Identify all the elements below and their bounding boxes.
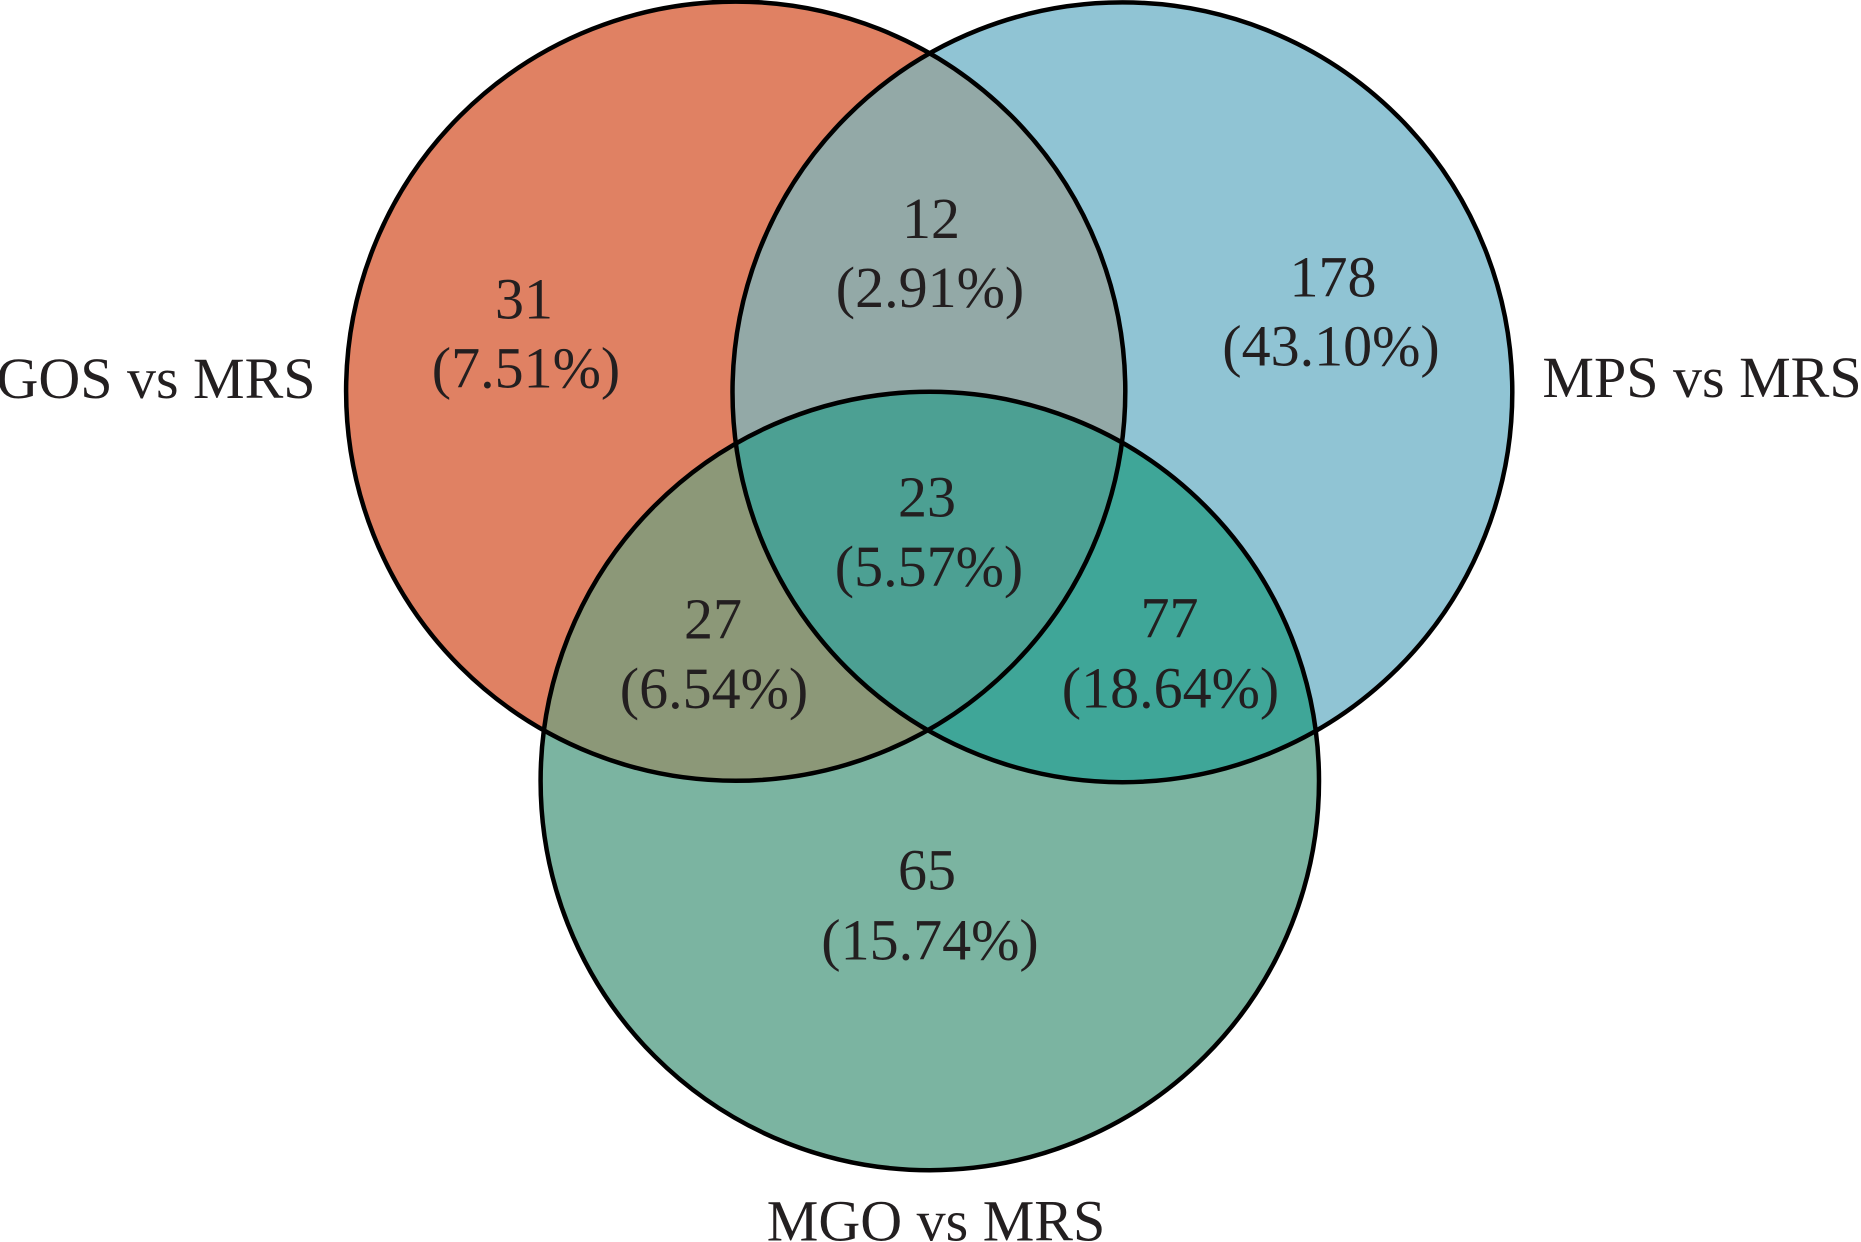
svg-text:65: 65: [898, 838, 956, 903]
svg-text:(7.51%): (7.51%): [432, 336, 620, 401]
svg-text:12: 12: [902, 186, 960, 251]
svg-text:(5.57%): (5.57%): [835, 534, 1023, 599]
svg-text:(6.54%): (6.54%): [620, 656, 808, 721]
svg-text:MGO vs MRS: MGO vs MRS: [767, 1189, 1105, 1242]
svg-text:(18.64%): (18.64%): [1062, 656, 1279, 721]
svg-text:77: 77: [1141, 586, 1199, 651]
svg-text:(15.74%): (15.74%): [821, 908, 1038, 973]
svg-text:23: 23: [898, 465, 956, 530]
svg-text:MPS vs MRS: MPS vs MRS: [1542, 345, 1861, 410]
svg-text:(43.10%): (43.10%): [1222, 314, 1439, 379]
svg-text:GOS vs MRS: GOS vs MRS: [0, 346, 316, 411]
svg-text:27: 27: [684, 587, 742, 652]
svg-text:178: 178: [1290, 245, 1377, 310]
svg-text:31: 31: [495, 267, 553, 332]
svg-text:(2.91%): (2.91%): [836, 255, 1024, 320]
